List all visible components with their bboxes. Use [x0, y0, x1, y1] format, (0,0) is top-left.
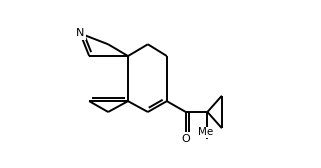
Text: Me: Me [198, 127, 213, 137]
Text: O: O [181, 134, 190, 144]
Text: N: N [76, 28, 84, 38]
